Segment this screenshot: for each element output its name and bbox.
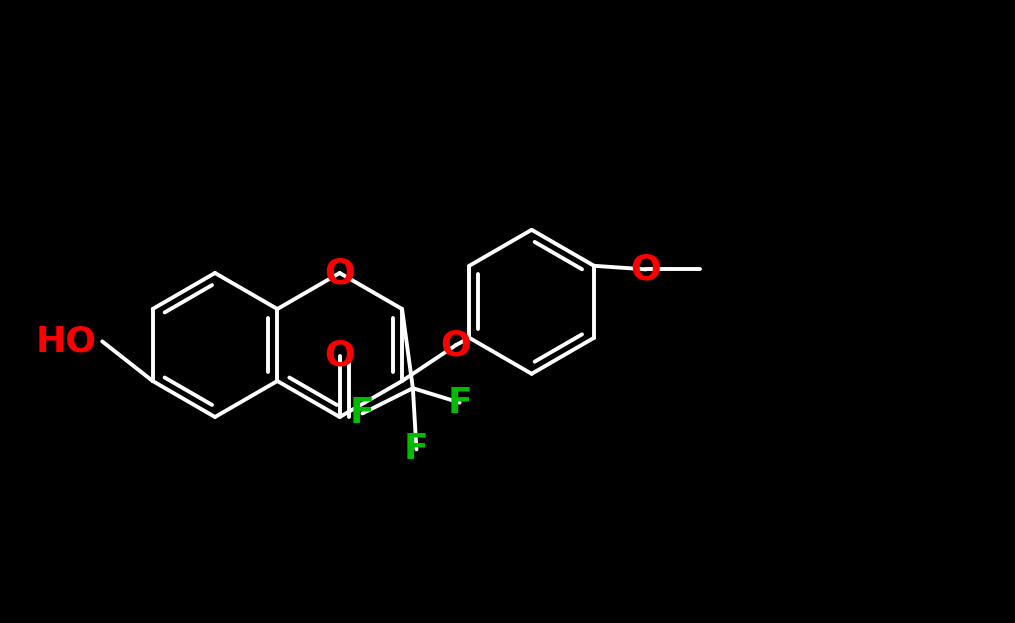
Text: F: F: [448, 386, 472, 420]
Text: HO: HO: [37, 325, 97, 358]
Text: O: O: [630, 252, 661, 287]
Text: F: F: [350, 396, 375, 430]
Text: O: O: [325, 339, 355, 373]
Text: O: O: [325, 256, 355, 290]
Text: O: O: [441, 328, 471, 362]
Text: F: F: [404, 432, 428, 467]
